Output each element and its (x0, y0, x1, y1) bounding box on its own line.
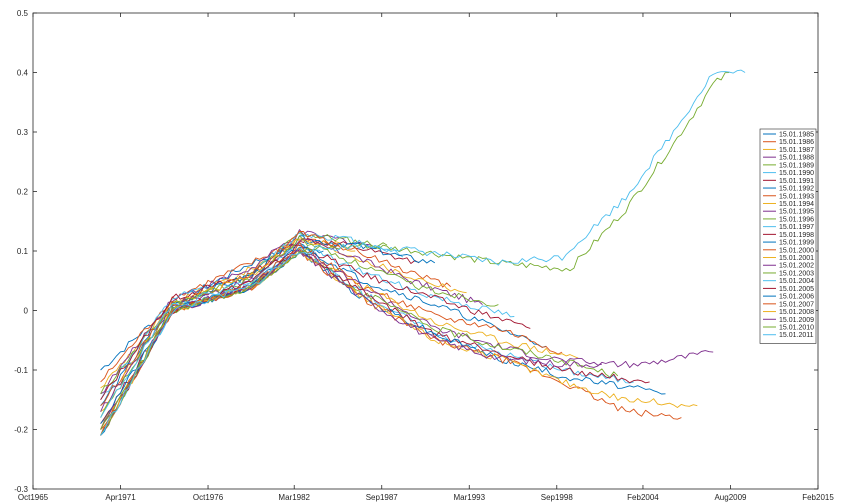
series-line (100, 72, 730, 436)
series-line (100, 252, 682, 436)
x-tick-label: Feb2015 (802, 493, 834, 502)
y-tick-label: 0.2 (17, 188, 29, 197)
legend-label: 15.01.2003 (779, 270, 814, 277)
series-line (100, 237, 420, 401)
legend-label: 15.01.2005 (779, 286, 814, 293)
plot-area (32, 12, 819, 490)
x-tick-label: Sep1998 (541, 493, 574, 502)
x-tick-label: Oct1965 (18, 493, 49, 502)
y-tick-label: 0.4 (17, 69, 29, 78)
series-line (100, 69, 746, 436)
legend-label: 15.01.2010 (779, 325, 814, 332)
legend-label: 15.01.1987 (779, 147, 814, 154)
legend-label: 15.01.1989 (779, 162, 814, 169)
y-tick-label: 0.3 (17, 128, 29, 137)
legend-label: 15.01.1994 (779, 201, 814, 208)
legend-label: 15.01.1986 (779, 139, 814, 146)
x-tick-label: Oct1976 (193, 493, 224, 502)
legend-label: 15.01.1995 (779, 209, 814, 216)
legend-label: 15.01.2008 (779, 309, 814, 316)
legend-label: 15.01.2000 (779, 247, 814, 254)
series-line (100, 243, 515, 418)
legend-label: 15.01.1992 (779, 186, 814, 193)
legend: 15.01.198515.01.198615.01.198715.01.1988… (759, 128, 817, 344)
legend-label: 15.01.2009 (779, 317, 814, 324)
legend-label: 15.01.1990 (779, 170, 814, 177)
y-tick-label: 0.1 (17, 247, 29, 256)
legend-label: 15.01.1998 (779, 232, 814, 239)
legend-label: 15.01.2006 (779, 294, 814, 301)
y-tick-label: -0.1 (14, 366, 28, 375)
legend-label: 15.01.2001 (779, 255, 814, 262)
legend-label: 15.01.1991 (779, 178, 814, 185)
x-tick-label: Mar1993 (453, 493, 485, 502)
legend-label: 15.01.1988 (779, 155, 814, 162)
x-tick-label: Sep1987 (366, 493, 399, 502)
y-tick-label: -0.3 (14, 485, 28, 494)
x-tick-label: Feb2004 (627, 493, 659, 502)
legend-label: 15.01.2002 (779, 263, 814, 270)
legend-label: 15.01.1999 (779, 240, 814, 247)
series-line (100, 249, 650, 436)
legend-label: 15.01.2007 (779, 301, 814, 308)
x-tick-label: Aug2009 (714, 493, 747, 502)
series-line (100, 247, 698, 436)
legend-label: 15.01.1985 (779, 132, 814, 139)
legend-label: 15.01.2004 (779, 278, 814, 285)
y-tick-label: 0 (24, 307, 29, 316)
x-tick-label: Mar1982 (278, 493, 310, 502)
series-lines (100, 69, 746, 436)
legend-label: 15.01.2011 (779, 332, 814, 339)
series-line (100, 249, 714, 436)
y-tick-label: -0.2 (14, 426, 28, 435)
series-line (100, 238, 483, 412)
series-line (100, 230, 388, 395)
legend-label: 15.01.1996 (779, 216, 814, 223)
legend-label: 15.01.1993 (779, 193, 814, 200)
x-tick-label: Apr1971 (105, 493, 136, 502)
y-tick-label: 0.5 (17, 9, 29, 18)
legend-label: 15.01.1997 (779, 224, 814, 231)
